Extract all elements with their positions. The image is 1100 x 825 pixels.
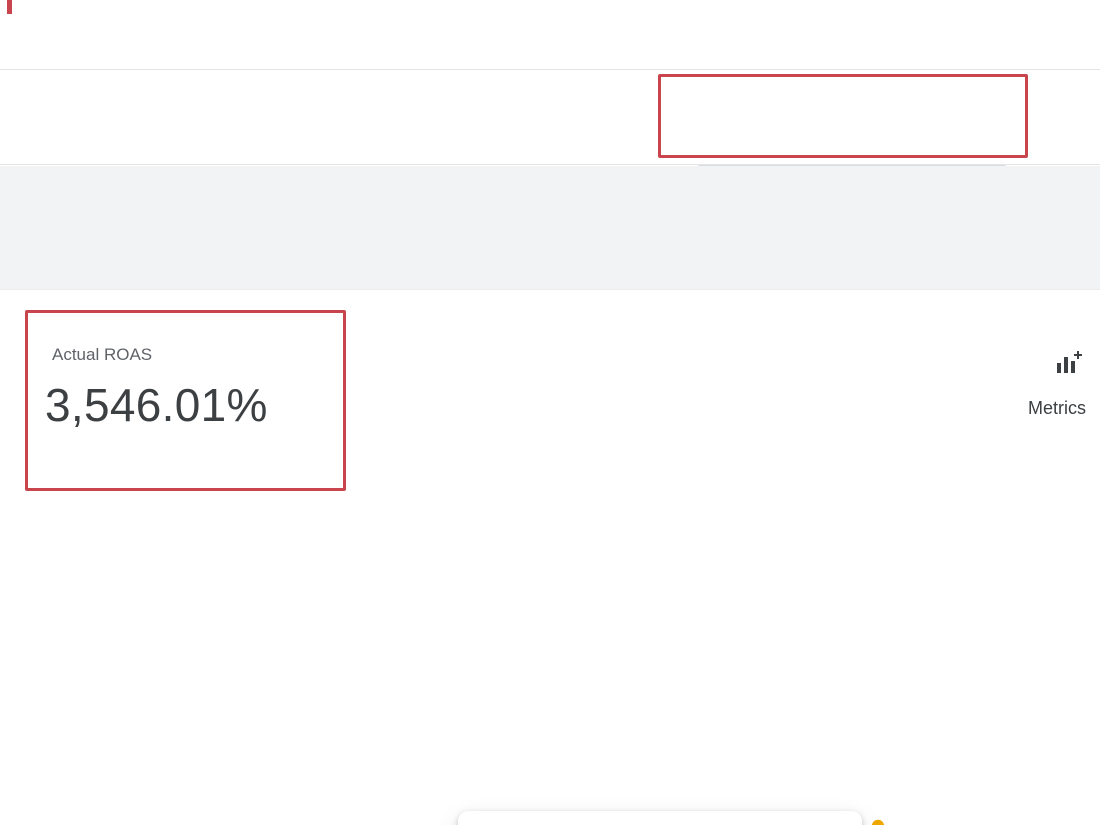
add-metrics-icon [1057,351,1082,373]
hover-dot-0 [870,818,886,825]
metrics-button[interactable]: Metrics [1026,345,1100,420]
chart-tooltip: Nov 2023 Purchases/Sales 28,752.08 Cost … [458,811,862,825]
main-area: Nov 2023 Purchases/Sales 28,752.08 Cost … [0,290,1100,825]
chart-toolbar: Download F [0,166,1100,430]
date-range-header: Custom Jan 1 – Dec 31, 2023 [0,71,1100,217]
top-strip [0,0,1100,70]
metrics-button-label: Metrics [1028,398,1086,418]
scorecard-value: 3,546.01% [45,379,268,431]
annotation-fragment [7,0,12,14]
chart-area[interactable] [0,790,1100,825]
roas-scorecard[interactable]: Actual ROAS 3,546.01% [25,310,346,491]
scorecard-label: Actual ROAS [52,345,153,364]
